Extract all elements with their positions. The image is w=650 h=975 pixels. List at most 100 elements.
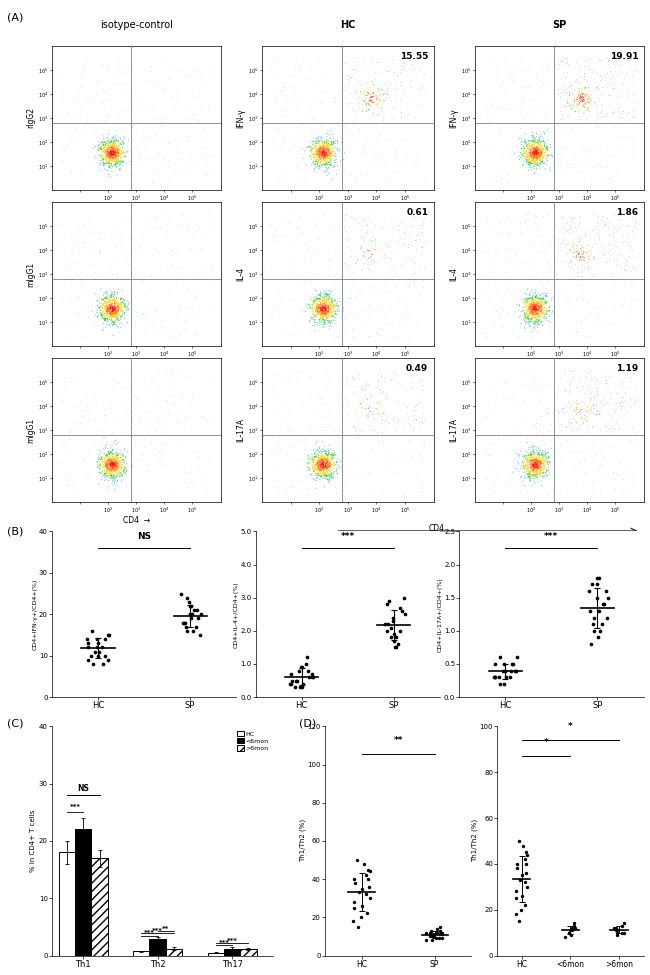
Point [94, 461, 105, 477]
Point [111, 466, 122, 482]
Point [530, 296, 540, 312]
Point [348, 914, 358, 929]
Point [111, 150, 122, 166]
Point [112, 143, 123, 159]
Point [482, 274, 493, 290]
Point [296, 225, 306, 241]
Point [525, 459, 536, 475]
Point [110, 146, 120, 162]
Point [569, 404, 580, 419]
Point [566, 398, 576, 413]
Point [95, 139, 105, 155]
Point [103, 454, 113, 470]
Point [103, 138, 114, 154]
Point [326, 295, 337, 311]
Point [630, 213, 640, 228]
Point [522, 462, 532, 478]
Point [525, 148, 536, 164]
Point [311, 308, 322, 324]
Point [532, 302, 542, 318]
Point [366, 207, 376, 222]
Point [123, 144, 133, 160]
Point [363, 872, 373, 887]
Point [531, 126, 541, 141]
Point [623, 459, 633, 475]
Point [385, 251, 395, 266]
Point [321, 459, 332, 475]
Point [529, 454, 539, 470]
Point [163, 241, 174, 256]
Point [580, 53, 591, 68]
Point [104, 141, 114, 157]
Point [538, 305, 548, 321]
Point [110, 440, 120, 455]
Point [534, 466, 545, 482]
Point [107, 143, 117, 159]
Point [303, 451, 313, 467]
Point [500, 474, 511, 489]
Point [348, 418, 359, 434]
Point [312, 466, 322, 482]
Point [345, 167, 356, 182]
Point [107, 454, 118, 470]
Point [328, 296, 339, 312]
Point [118, 459, 128, 475]
Point [533, 150, 543, 166]
Point [524, 301, 534, 317]
Point [114, 104, 124, 120]
Point [525, 146, 536, 162]
Point [534, 454, 544, 470]
Point [146, 58, 156, 74]
Point [100, 298, 110, 314]
Point [313, 462, 323, 478]
Point [350, 106, 361, 122]
Point [321, 459, 332, 475]
Point [319, 156, 330, 172]
Point [328, 298, 339, 314]
Point [96, 148, 106, 164]
Point [535, 467, 545, 483]
Point [393, 411, 403, 427]
Point [100, 455, 110, 471]
Point [530, 458, 540, 474]
Point [196, 409, 206, 424]
Point [528, 451, 538, 467]
Point [532, 450, 542, 466]
Point [531, 318, 541, 333]
Point [521, 454, 531, 470]
Point [105, 468, 116, 484]
Point [109, 307, 120, 323]
Point [540, 136, 550, 152]
Point [312, 301, 322, 317]
Bar [207, 953, 224, 955]
Point [357, 242, 367, 257]
Point [324, 412, 334, 428]
Point [101, 456, 112, 472]
Point [539, 134, 549, 149]
Point [359, 93, 369, 108]
Point [512, 460, 522, 476]
Point [319, 144, 330, 160]
Point [549, 158, 559, 174]
Point [105, 460, 115, 476]
Point [315, 451, 326, 467]
Point [315, 453, 325, 469]
Point [317, 305, 328, 321]
Point [534, 302, 544, 318]
Point [56, 455, 66, 471]
Point [593, 119, 603, 135]
Point [521, 302, 532, 318]
Point [336, 135, 346, 150]
Point [590, 159, 600, 175]
Point [67, 238, 77, 254]
Point [104, 145, 114, 161]
Point [571, 392, 581, 408]
Point [109, 456, 120, 472]
Point [99, 468, 109, 484]
Point [314, 291, 324, 306]
Point [379, 370, 389, 386]
Point [516, 902, 526, 917]
Point [297, 394, 307, 410]
Point [314, 152, 324, 168]
Point [588, 207, 598, 222]
